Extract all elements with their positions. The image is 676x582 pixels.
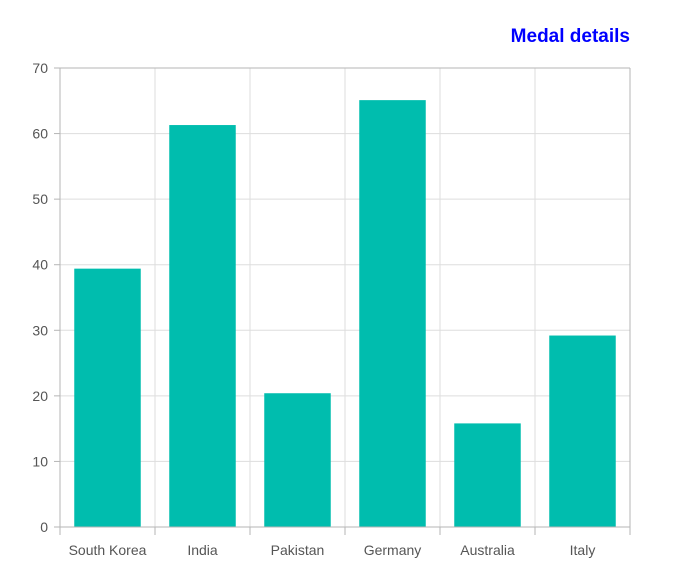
bar-germany: [359, 100, 426, 527]
y-tick-label: 20: [32, 388, 48, 404]
x-tick-label: South Korea: [69, 542, 147, 558]
x-axis-tick-labels: South Korea India Pakistan Germany Australia…: [69, 542, 596, 558]
y-tick-label: 0: [40, 519, 48, 535]
bar-india: [169, 125, 236, 527]
y-tick-label: 60: [32, 126, 48, 142]
x-tick-label: Germany: [364, 542, 422, 558]
bar-italy: [549, 335, 616, 527]
x-tick-label: Australia: [460, 542, 515, 558]
x-tick-label: India: [187, 542, 218, 558]
x-tick-label: Italy: [570, 542, 596, 558]
y-tick-label: 70: [32, 60, 48, 76]
y-axis-tick-labels: 0 10 20 30 40 50 60 70: [32, 60, 48, 535]
y-tick-label: 30: [32, 322, 48, 338]
bar-pakistan: [264, 393, 331, 527]
x-tick-label: Pakistan: [271, 542, 325, 558]
bar-south-korea: [74, 268, 141, 527]
bars: [74, 100, 616, 527]
chart-title: Medal details: [511, 26, 630, 47]
axes: [54, 67, 631, 535]
grid-lines: [59, 67, 631, 528]
y-tick-label: 50: [32, 191, 48, 207]
y-tick-label: 10: [32, 453, 48, 469]
y-tick-label: 40: [32, 257, 48, 273]
bar-australia: [454, 423, 521, 527]
